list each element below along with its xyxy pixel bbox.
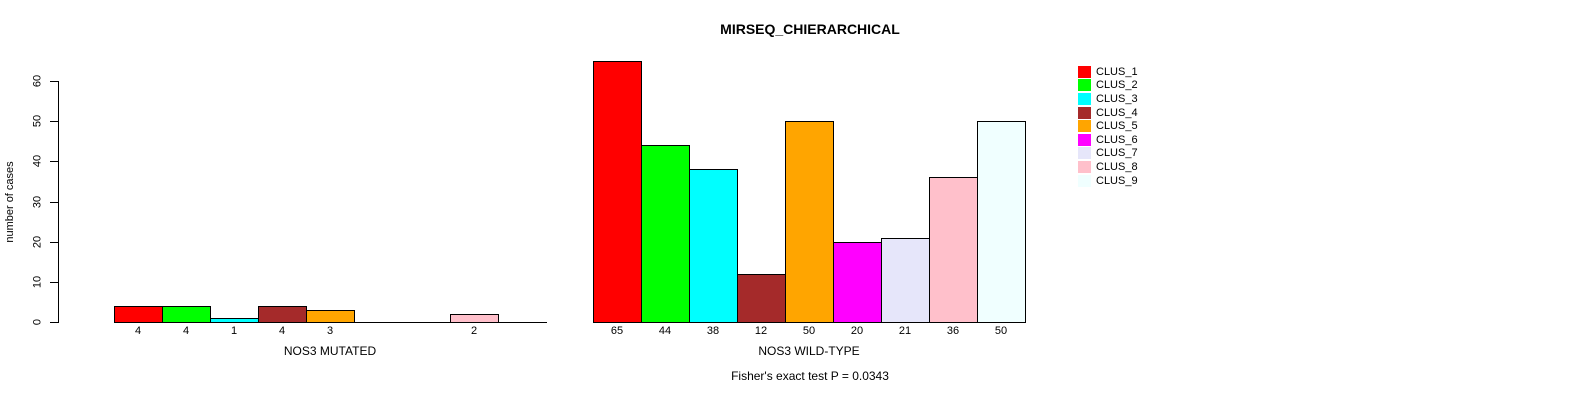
y-tick-label: 60 — [31, 74, 44, 88]
bar-clus_5 — [306, 310, 355, 323]
legend-swatch-clus_4 — [1078, 106, 1091, 119]
y-axis-tick — [50, 161, 58, 162]
bar-clus_6 — [833, 242, 882, 323]
y-axis-tick — [50, 81, 58, 82]
bar-clus_9 — [977, 121, 1026, 323]
legend-label: CLUS_2 — [1096, 79, 1138, 92]
legend-label: CLUS_8 — [1096, 160, 1138, 173]
bar-value-label: 3 — [326, 325, 334, 337]
legend-label: CLUS_9 — [1096, 174, 1138, 187]
legend-swatch-clus_9 — [1078, 174, 1091, 187]
bar-clus_2 — [641, 145, 690, 323]
bar-value-label: 20 — [850, 325, 864, 337]
legend-label: CLUS_3 — [1096, 92, 1138, 105]
y-axis-line — [58, 81, 59, 323]
y-axis-tick — [50, 282, 58, 283]
bar-clus_4 — [258, 306, 307, 323]
y-axis-tick — [50, 322, 58, 323]
y-tick-label: 0 — [31, 318, 44, 326]
legend-swatch-clus_1 — [1078, 65, 1091, 78]
bar-value-label: 36 — [946, 325, 960, 337]
y-tick-label: 40 — [31, 154, 44, 168]
bar-clus_3 — [689, 169, 738, 323]
legend-label: CLUS_4 — [1096, 106, 1138, 119]
legend-label: CLUS_5 — [1096, 120, 1138, 133]
legend-label: CLUS_1 — [1096, 65, 1138, 78]
bar-value-label: 1 — [230, 325, 238, 337]
legend-swatch-clus_2 — [1078, 79, 1091, 92]
legend-item: CLUS_2 — [1078, 79, 1138, 93]
y-axis-label: number of cases — [4, 161, 16, 243]
bar-value-label: 4 — [182, 325, 190, 337]
legend-item: CLUS_9 — [1078, 174, 1138, 188]
y-axis-tick — [50, 202, 58, 203]
legend-swatch-clus_7 — [1078, 147, 1091, 160]
legend-label: CLUS_7 — [1096, 147, 1138, 160]
legend-swatch-clus_3 — [1078, 92, 1091, 105]
bar-clus_5 — [785, 121, 834, 323]
bar-value-label: 50 — [802, 325, 816, 337]
y-tick-label: 20 — [31, 235, 44, 249]
legend-swatch-clus_8 — [1078, 160, 1091, 173]
bar-value-label: 21 — [898, 325, 912, 337]
legend-item: CLUS_6 — [1078, 133, 1138, 147]
x-axis-label-wild-type: NOS3 WILD-TYPE — [758, 344, 860, 358]
legend-item: CLUS_5 — [1078, 119, 1138, 133]
bar-value-label: 38 — [706, 325, 720, 337]
legend-item: CLUS_1 — [1078, 65, 1138, 79]
legend-swatch-clus_5 — [1078, 120, 1091, 133]
bar-clus_7 — [881, 238, 930, 323]
bar-clus_8 — [929, 177, 978, 323]
legend-label: CLUS_6 — [1096, 133, 1138, 146]
bar-clus_4 — [737, 274, 786, 323]
bar-value-label: 65 — [610, 325, 624, 337]
bar-clus_1 — [593, 61, 642, 323]
y-tick-label: 50 — [31, 114, 44, 128]
y-axis-tick — [50, 121, 58, 122]
y-tick-label: 30 — [31, 195, 44, 209]
bar-clus_3 — [210, 318, 259, 323]
fisher-test-note: Fisher's exact test P = 0.0343 — [731, 369, 889, 383]
x-axis-label-mutated: NOS3 MUTATED — [283, 344, 377, 358]
bar-value-label: 2 — [470, 325, 478, 337]
bar-clus_2 — [162, 306, 211, 323]
bar-clus_8 — [450, 314, 499, 323]
bar-value-label: 4 — [278, 325, 286, 337]
y-tick-label: 10 — [31, 275, 44, 289]
legend-item: CLUS_4 — [1078, 106, 1138, 120]
chart-title: MIRSEQ_CHIERARCHICAL — [720, 21, 900, 37]
y-axis-tick — [50, 242, 58, 243]
legend-swatch-clus_6 — [1078, 133, 1091, 146]
bar-value-label: 50 — [994, 325, 1008, 337]
legend-item: CLUS_8 — [1078, 160, 1138, 174]
bar-value-label: 44 — [658, 325, 672, 337]
legend-item: CLUS_7 — [1078, 147, 1138, 161]
bar-value-label: 12 — [754, 325, 768, 337]
legend: CLUS_1 CLUS_2 CLUS_3 CLUS_4 CLUS_5 CLUS_6 CLUS… — [1078, 65, 1138, 187]
bar-value-label: 4 — [134, 325, 142, 337]
legend-item: CLUS_3 — [1078, 92, 1138, 106]
bar-clus_1 — [114, 306, 163, 323]
